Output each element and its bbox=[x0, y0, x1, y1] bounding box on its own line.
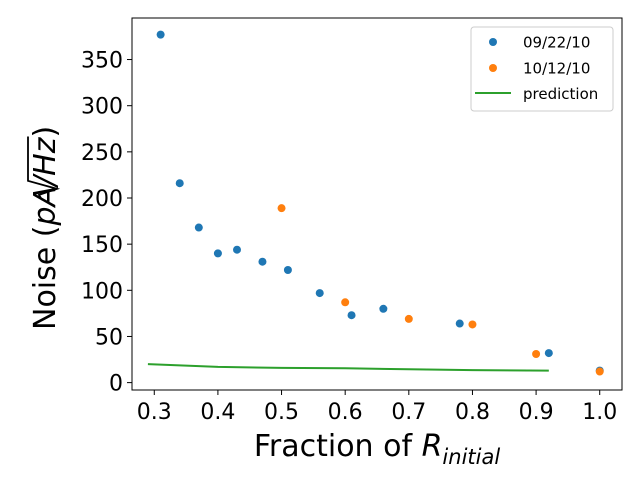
data-point-series-2 bbox=[404, 314, 413, 323]
y-axis-label-main: Noise ( bbox=[28, 226, 63, 330]
data-point-series-1 bbox=[315, 289, 324, 298]
x-tick-label: 0.6 bbox=[328, 400, 363, 425]
legend-marker-series-2 bbox=[489, 64, 497, 72]
y-tick-label: 0 bbox=[109, 372, 123, 397]
data-point-series-2 bbox=[532, 350, 541, 358]
data-point-series-1 bbox=[347, 311, 356, 320]
y-tick-label: 200 bbox=[81, 187, 123, 212]
data-point-series-2 bbox=[468, 320, 477, 329]
x-axis-label-symbol: R bbox=[422, 429, 443, 464]
legend: 09/22/10 10/12/10 prediction bbox=[470, 26, 614, 112]
legend-label-series-1: 09/22/10 bbox=[523, 34, 590, 52]
plot-frame bbox=[131, 17, 623, 391]
x-tick-label: 0.3 bbox=[137, 400, 172, 425]
sqrt-sign bbox=[27, 136, 61, 201]
data-point-series-2 bbox=[595, 367, 604, 376]
y-tick-label: 50 bbox=[95, 325, 123, 350]
x-tick-label: 1.0 bbox=[582, 400, 617, 425]
y-tick-label: 250 bbox=[81, 141, 123, 166]
data-point-series-1 bbox=[258, 257, 267, 266]
y-tick-label: 100 bbox=[81, 279, 123, 304]
y-tick-label: 150 bbox=[81, 233, 123, 258]
x-tick-label: 0.4 bbox=[200, 400, 235, 425]
y-axis-label: Noise (pA/Hz) bbox=[27, 126, 63, 330]
x-axis-label: Fraction of Rinitial bbox=[254, 429, 501, 469]
data-point-series-1 bbox=[379, 304, 388, 313]
x-tick-label: 0.9 bbox=[519, 400, 554, 425]
x-axis-label-main: Fraction of bbox=[254, 429, 422, 464]
x-tick-label: 0.7 bbox=[391, 400, 426, 425]
x-axis-label-subscript: initial bbox=[442, 445, 500, 469]
legend-label-series-2: 10/12/10 bbox=[523, 60, 590, 78]
data-point-series-1 bbox=[213, 249, 222, 258]
data-point-series-1 bbox=[175, 179, 184, 188]
y-tick-label: 350 bbox=[81, 49, 123, 74]
data-point-series-2 bbox=[277, 204, 286, 213]
data-point-series-1 bbox=[283, 266, 292, 274]
y-tick-label: 300 bbox=[81, 95, 123, 120]
x-tick-label: 0.8 bbox=[455, 400, 490, 425]
data-point-series-1 bbox=[233, 245, 241, 254]
legend-label-prediction: prediction bbox=[523, 85, 598, 103]
svg-text:Noise (pA/Hz): Noise (pA/Hz) bbox=[28, 126, 63, 330]
data-point-series-1 bbox=[156, 30, 165, 39]
y-axis-label-symbol: pA/ bbox=[28, 173, 63, 227]
plot-layer bbox=[147, 30, 604, 376]
data-point-series-1 bbox=[544, 349, 553, 358]
ticks-layer: 0.3 0.4 0.5 0.6 0.7 0.8 0.9 1.0 0 50 100 150 200 250 3… bbox=[81, 49, 617, 425]
legend-box bbox=[470, 26, 614, 112]
prediction-line bbox=[147, 363, 549, 372]
x-tick-label: 0.5 bbox=[264, 400, 299, 425]
data-point-series-1 bbox=[455, 319, 464, 328]
data-point-series-2 bbox=[341, 298, 350, 307]
y-axis-label-close: ) bbox=[28, 126, 63, 138]
data-point-series-1 bbox=[194, 223, 203, 232]
y-axis-label-radicand: Hz bbox=[28, 136, 63, 176]
legend-marker-series-1 bbox=[489, 38, 497, 46]
